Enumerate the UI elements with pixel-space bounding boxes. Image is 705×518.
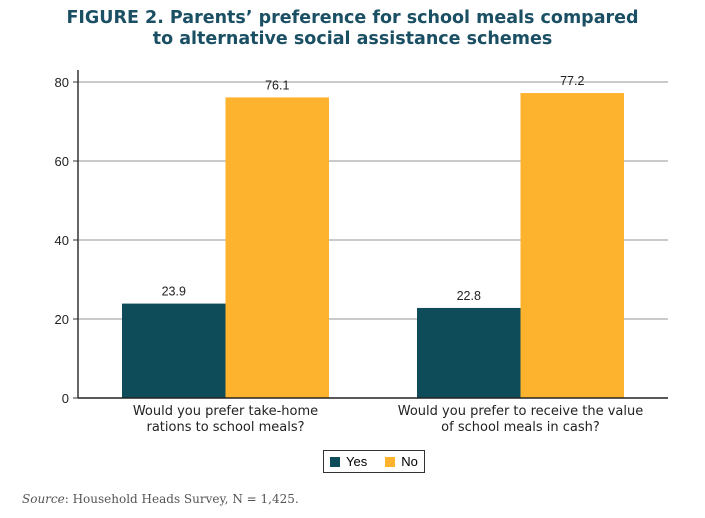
y-tick-label: 80	[55, 75, 69, 90]
legend-label-no: No	[401, 454, 418, 469]
y-tick-label: 20	[55, 312, 69, 327]
chart-title: FIGURE 2. Parents’ preference for school…	[0, 8, 705, 50]
source-label: Source	[22, 492, 65, 506]
x-category-label: Would you prefer to receive the value	[398, 404, 643, 419]
y-tick-label: 60	[55, 154, 69, 169]
y-tick-label: 0	[62, 391, 69, 406]
data-label: 22.8	[457, 289, 481, 303]
x-category-label: Would you prefer take-home	[133, 404, 318, 419]
bar-chart: 0 20 40 60 80 23.9 76.1 Would you prefer take-h…	[55, 70, 668, 435]
x-category-label: rations to school meals?	[146, 420, 304, 435]
source-text: : Household Heads Survey, N = 1,425.	[64, 492, 299, 506]
data-label: 77.2	[560, 74, 584, 88]
bar-no	[520, 93, 624, 398]
bar-yes	[417, 307, 521, 398]
x-category-label: of school meals in cash?	[441, 420, 600, 435]
chart-title-line-2: to alternative social assistance schemes	[152, 29, 553, 49]
data-label: 76.1	[265, 78, 289, 92]
bar-no	[225, 97, 329, 398]
legend-label-yes: Yes	[346, 454, 368, 469]
bar-yes	[122, 303, 226, 398]
legend-swatch-yes	[330, 456, 340, 467]
data-label: 23.9	[162, 285, 186, 299]
source-note: Source: Household Heads Survey, N = 1,42…	[22, 492, 299, 506]
legend: Yes No	[323, 450, 425, 473]
chart-title-line-1: FIGURE 2. Parents’ preference for school…	[66, 8, 639, 28]
legend-swatch-no	[385, 456, 396, 467]
y-tick-label: 40	[55, 233, 69, 248]
